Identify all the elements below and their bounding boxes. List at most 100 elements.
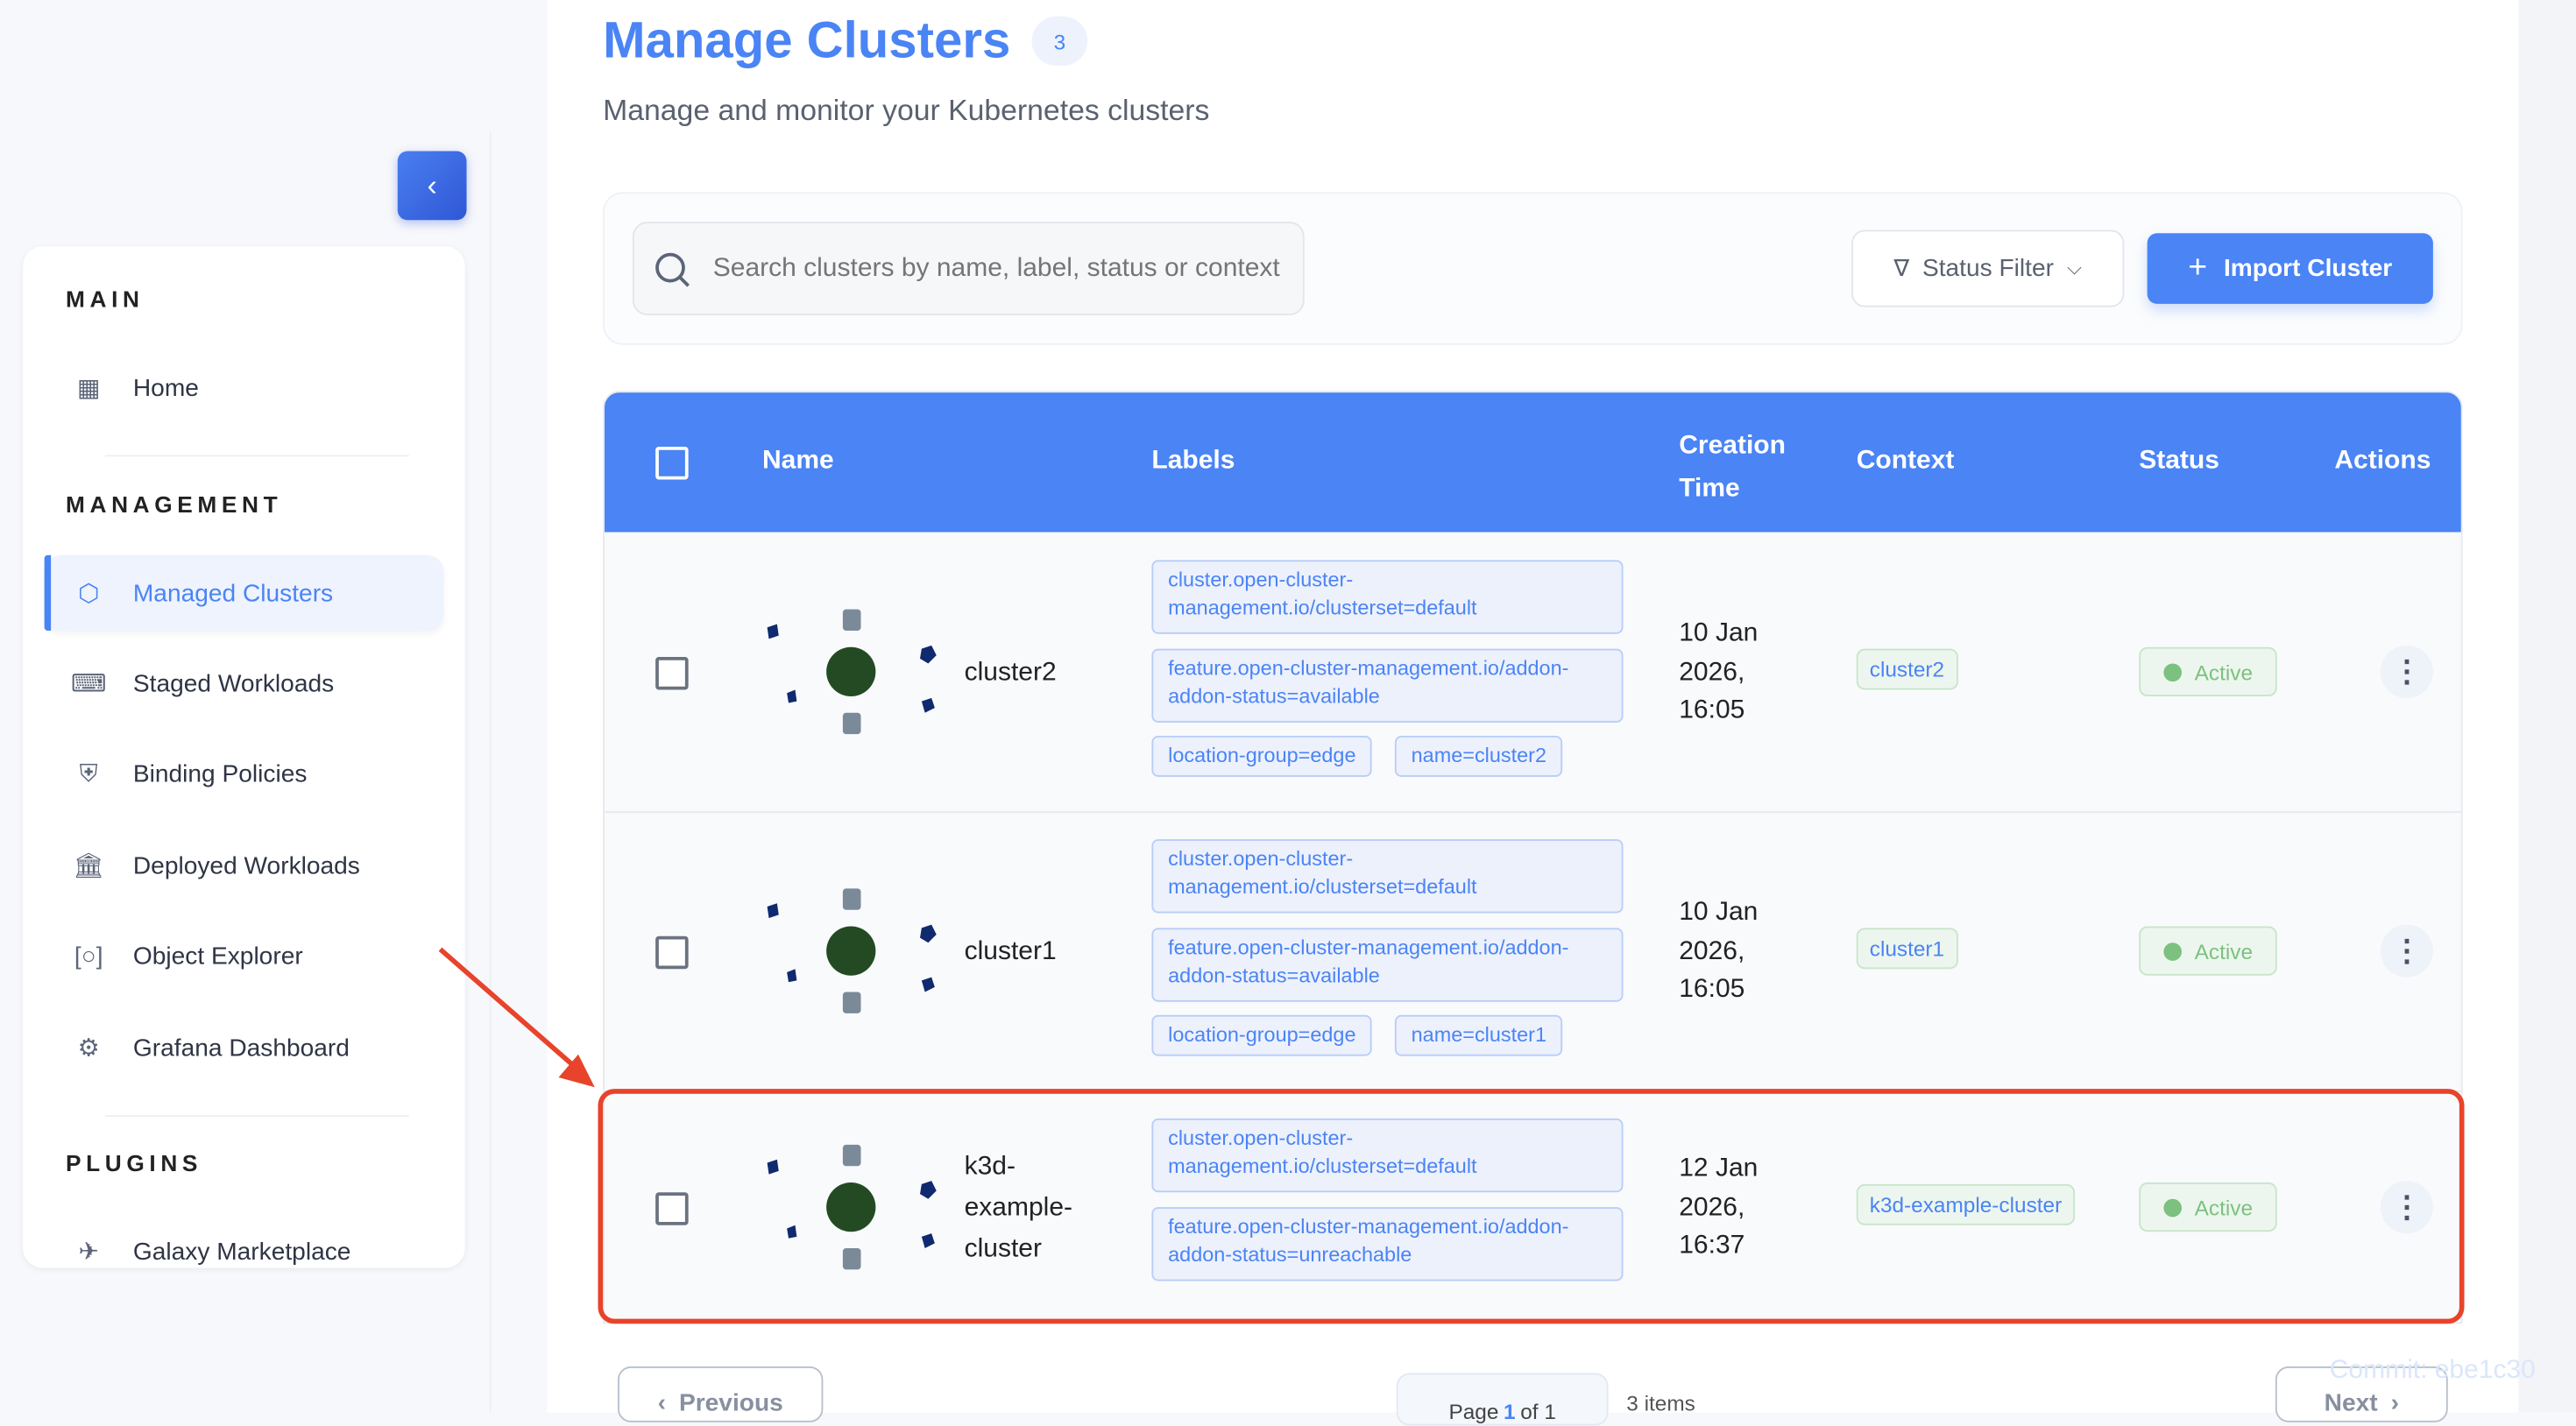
more-vertical-icon: ⋮: [2392, 933, 2422, 967]
creation-time: 10 Jan 2026, 16:05: [1679, 893, 1758, 1009]
sidebar-item-label: Grafana Dashboard: [132, 1034, 350, 1062]
next-label: Next: [2324, 1389, 2378, 1418]
row-checkbox[interactable]: [655, 1192, 689, 1225]
status-dot-icon: [2162, 1197, 2182, 1217]
context-badge: k3d-example-cluster: [1856, 1183, 2076, 1225]
sidebar-item-galaxy-marketplace[interactable]: ✈ Galaxy Marketplace: [45, 1214, 444, 1268]
context-badge: cluster1: [1856, 928, 1958, 970]
label-chip: cluster.open-cluster-management.io/clust…: [1151, 839, 1624, 914]
creation-time-line: 2026,: [1679, 1193, 1745, 1222]
search-icon: [655, 251, 690, 286]
label-chip: feature.open-cluster-management.io/addon…: [1151, 648, 1624, 723]
cluster-name[interactable]: cluster1: [965, 930, 1057, 971]
cluster-count-badge: 3: [1031, 16, 1088, 66]
table-row: k3d-example-cluster cluster.open-cluster-…: [605, 1091, 2461, 1322]
label-chip: name=cluster2: [1394, 736, 1563, 777]
creation-time-line: 2026,: [1679, 936, 1745, 965]
section-main: MAIN: [66, 286, 145, 313]
chevron-down-icon: ⌵: [2067, 256, 2083, 279]
row-actions-button[interactable]: ⋮: [2380, 645, 2433, 698]
cluster-name-line: example-: [964, 1193, 1073, 1222]
status-filter-dropdown[interactable]: ∇ Status Filter ⌵: [1851, 229, 2125, 307]
more-vertical-icon: ⋮: [2392, 1190, 2422, 1223]
sidebar: MAIN ▦ Home MANAGEMENT ⬡ Managed Clusters …: [23, 246, 465, 1268]
page-prefix: Page: [1448, 1399, 1499, 1424]
status-text: Active: [2194, 938, 2254, 964]
creation-time-line: 16:05: [1679, 696, 1745, 724]
status-text: Active: [2194, 659, 2254, 684]
sidebar-item-home[interactable]: ▦ Home: [45, 349, 444, 425]
cluster-name[interactable]: cluster2: [965, 651, 1057, 692]
cube-icon: ⬡: [77, 579, 100, 608]
label-chip: name=cluster1: [1394, 1014, 1563, 1056]
page-subtitle: Manage and monitor your Kubernetes clust…: [603, 93, 1210, 127]
chevron-left-icon: ‹: [657, 1389, 666, 1418]
sidebar-item-object-explorer[interactable]: [○] Object Explorer: [45, 918, 444, 993]
section-management: MANAGEMENT: [66, 491, 283, 518]
col-actions: Actions: [2334, 447, 2431, 475]
creation-time-line: 12 Jan: [1679, 1154, 1759, 1182]
sidebar-item-deployed-workloads[interactable]: 🏛 Deployed Workloads: [45, 828, 444, 903]
col-context: Context: [1856, 447, 1955, 475]
cluster-logo-icon: [767, 1144, 937, 1270]
row-checkbox[interactable]: [655, 935, 689, 970]
label-chip: cluster.open-cluster-management.io/clust…: [1151, 560, 1624, 634]
sidebar-item-binding-policies[interactable]: ⛨ Binding Policies: [45, 736, 444, 811]
plus-icon: +: [2188, 250, 2208, 286]
sidebar-item-grafana-dashboard[interactable]: ⚙ Grafana Dashboard: [45, 1010, 444, 1085]
section-plugins: PLUGINS: [66, 1149, 203, 1176]
sidebar-divider: [489, 131, 492, 1413]
creation-time-line: 2026,: [1679, 657, 1745, 686]
sidebar-item-label: Binding Policies: [132, 759, 308, 788]
sidebar-item-staged-workloads[interactable]: ⌨ Staged Workloads: [45, 646, 444, 721]
previous-page-button[interactable]: ‹ Previous: [618, 1366, 824, 1422]
cluster-name[interactable]: k3d-example-cluster: [965, 1146, 1072, 1269]
previous-label: Previous: [678, 1389, 783, 1418]
col-creation-time: Creation Time: [1679, 426, 1786, 512]
status-badge: Active: [2139, 646, 2277, 696]
cluster-name-line: k3d-: [964, 1152, 1016, 1181]
import-cluster-label: Import Cluster: [2223, 254, 2393, 283]
annotation-arrow: [438, 947, 595, 1088]
commit-hash: Commit: ebe1c30: [2329, 1356, 2536, 1385]
search-box[interactable]: [632, 222, 1305, 315]
import-cluster-button[interactable]: + Import Cluster: [2147, 233, 2433, 304]
row-checkbox[interactable]: [655, 657, 689, 690]
cluster-name-text: cluster1: [964, 936, 1057, 965]
table-row: cluster1 cluster.open-cluster-management.…: [605, 811, 2461, 1092]
page-title: Manage Clusters: [603, 11, 1011, 69]
divider: [105, 455, 409, 457]
status-filter-label: Status Filter: [1921, 254, 2055, 283]
more-vertical-icon: ⋮: [2392, 654, 2422, 688]
collapse-sidebar-button[interactable]: ‹: [397, 151, 467, 221]
highlight-annotation: [598, 1089, 2465, 1324]
sidebar-item-label: Object Explorer: [132, 942, 303, 971]
terminal-icon: ⌨: [70, 670, 107, 698]
status-text: Active: [2194, 1195, 2254, 1220]
sidebar-item-label: Staged Workloads: [132, 669, 335, 697]
search-input[interactable]: [710, 251, 1292, 286]
current-page: 1: [1504, 1399, 1516, 1424]
chevron-right-icon: ›: [2390, 1389, 2399, 1418]
status-dot-icon: [2162, 942, 2182, 960]
creation-time: 12 Jan 2026, 16:37: [1679, 1150, 1758, 1266]
label-chip: feature.open-cluster-management.io/addon…: [1151, 1207, 1624, 1281]
select-all-checkbox[interactable]: [655, 447, 689, 480]
row-actions-button[interactable]: ⋮: [2380, 924, 2433, 978]
sidebar-item-label: Galaxy Marketplace: [132, 1237, 351, 1266]
col-creation-line: Time: [1679, 474, 1740, 503]
creation-time: 10 Jan 2026, 16:05: [1679, 614, 1758, 730]
sidebar-item-managed-clusters[interactable]: ⬡ Managed Clusters: [44, 554, 444, 631]
col-labels: Labels: [1151, 447, 1235, 475]
label-chip: location-group=edge: [1151, 1014, 1373, 1056]
creation-time-line: 16:37: [1679, 1232, 1745, 1260]
cluster-logo-icon: [767, 609, 937, 735]
status-badge: Active: [2139, 1182, 2277, 1232]
row-actions-button[interactable]: ⋮: [2380, 1181, 2433, 1234]
page-suffix: of 1: [1520, 1399, 1556, 1424]
col-creation-line: Creation: [1679, 432, 1786, 460]
table-row: cluster2 cluster.open-cluster-management.…: [605, 533, 2461, 814]
cluster-name-line: cluster: [964, 1234, 1042, 1262]
scroll-gutter: [2518, 0, 2576, 1413]
creation-time-line: 10 Jan: [1679, 618, 1759, 647]
